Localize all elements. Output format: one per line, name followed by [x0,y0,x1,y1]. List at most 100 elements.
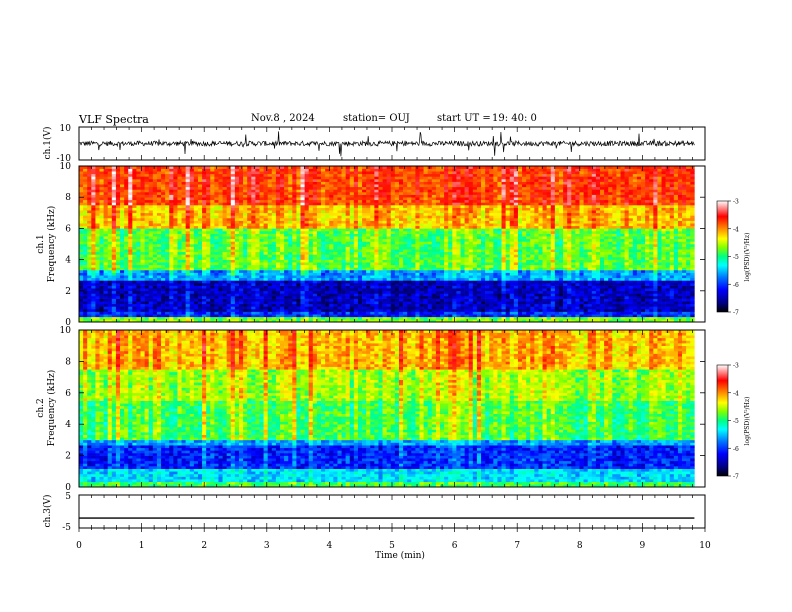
spectrogram-cell [165,210,170,214]
spectrogram-cell [136,233,141,237]
spectrogram-cell [87,192,92,195]
spectrogram-cell [193,168,199,172]
spectrogram-cell [107,244,113,247]
spectrogram-cell [156,290,162,294]
spectrogram-cell [394,231,400,234]
spectrogram-cell [378,186,383,190]
spectrogram-cell [173,199,178,203]
spectrogram-cell [144,166,150,169]
spectrogram-cell [259,285,264,289]
spectrogram-cell [115,301,121,305]
spectrogram-cell [349,293,355,297]
spectrogram-cell [115,179,121,182]
spectrogram-cell [234,184,240,188]
spectrogram-cell [185,293,191,297]
spectrogram-cell [255,168,260,172]
spectrogram-cell [87,259,92,263]
spectrogram-cell [296,264,301,268]
spectrogram-cell [214,215,219,219]
spectrogram-cell [238,166,244,169]
spectrogram-cell [107,210,113,214]
spectrogram-cell [103,233,109,237]
spectrogram-cell [103,298,109,302]
spectrogram-cell [87,293,92,297]
spectrogram-cell [255,233,260,237]
spectrogram-cell [308,186,314,190]
spectrogram-cell [292,241,297,245]
spectrogram-cell [197,267,203,271]
spectrogram-cell [83,301,88,305]
spectrogram-cell [390,194,396,198]
spectrogram-cell [189,194,195,198]
spectrogram-cell [169,277,174,281]
spectrogram-cell [292,176,297,180]
spectrogram-cell [193,218,199,221]
spectrogram-cell [403,166,408,169]
spectrogram-cell [173,296,178,299]
spectrogram-cell [181,267,186,271]
spectrogram-cell [218,264,223,268]
spectrogram-cell [243,241,248,245]
spectrogram-cell [107,176,113,180]
spectrogram-cell [325,251,330,255]
spectrogram-cell [165,184,170,188]
spectrogram-cell [185,236,191,240]
spectrogram-cell [234,228,240,232]
spectrogram-cell [296,298,301,302]
spectrogram-cell [284,184,289,188]
spectrogram-cell [329,166,334,169]
spectrogram-cell [308,207,314,211]
spectrogram-cell [95,192,100,195]
spectrogram-cell [292,306,297,310]
spectrogram-cell [107,186,113,190]
spectrogram-cell [132,210,137,214]
spectrogram-cell [333,220,338,224]
spectrogram-cell [398,168,404,172]
spectrogram-cell [99,257,104,260]
spectrogram-cell [386,293,392,297]
spectrogram-cell [185,296,191,299]
spectrogram-cell [193,186,199,190]
spectrogram-cell [321,244,326,247]
spectrogram-cell [107,306,113,310]
spectrogram-cell [181,257,186,260]
spectrogram-cell [353,197,359,201]
spectrogram-cell [394,184,400,188]
spectrogram-cell [288,184,293,188]
spectrogram-cell [148,202,154,206]
spectrogram-cell [284,264,289,268]
spectrogram-cell [382,205,387,208]
spectrogram-cell [156,316,162,320]
spectrogram-cell [148,298,154,302]
spectrogram-cell [374,264,379,268]
spectrogram-cell [337,212,342,216]
spectrogram-cell [415,236,420,240]
spectrogram-cell [370,171,375,175]
spectrogram-cell [267,306,273,310]
spectrogram-cell [255,199,260,203]
spectrogram-cell [407,173,412,177]
spectrogram-cell [263,246,269,250]
spectrogram-cell [341,311,346,315]
spectrogram-cell [341,264,346,268]
spectrogram-cell [173,231,178,234]
spectrogram-cell [288,251,293,255]
spectrogram-cell [353,319,359,323]
spectrogram-cell [243,283,248,286]
spectrogram-cell [161,251,166,255]
spectrogram-cell [325,316,330,320]
spectrogram-cell [206,225,211,229]
spectrogram-cell [79,246,84,250]
spectrogram-cell [165,272,170,276]
spectrogram-cell [230,288,236,292]
spectrogram-cell [374,316,379,320]
spectrogram-cell [349,212,355,216]
spectrogram-cell [280,262,285,266]
spectrogram-cell [132,184,137,188]
spectrogram-cell [165,176,170,180]
spectrogram-cell [296,296,301,299]
spectrogram-cell [148,231,154,234]
spectrogram-cell [398,225,404,229]
spectrogram-cell [124,186,129,190]
spectrogram-cell [386,223,392,227]
